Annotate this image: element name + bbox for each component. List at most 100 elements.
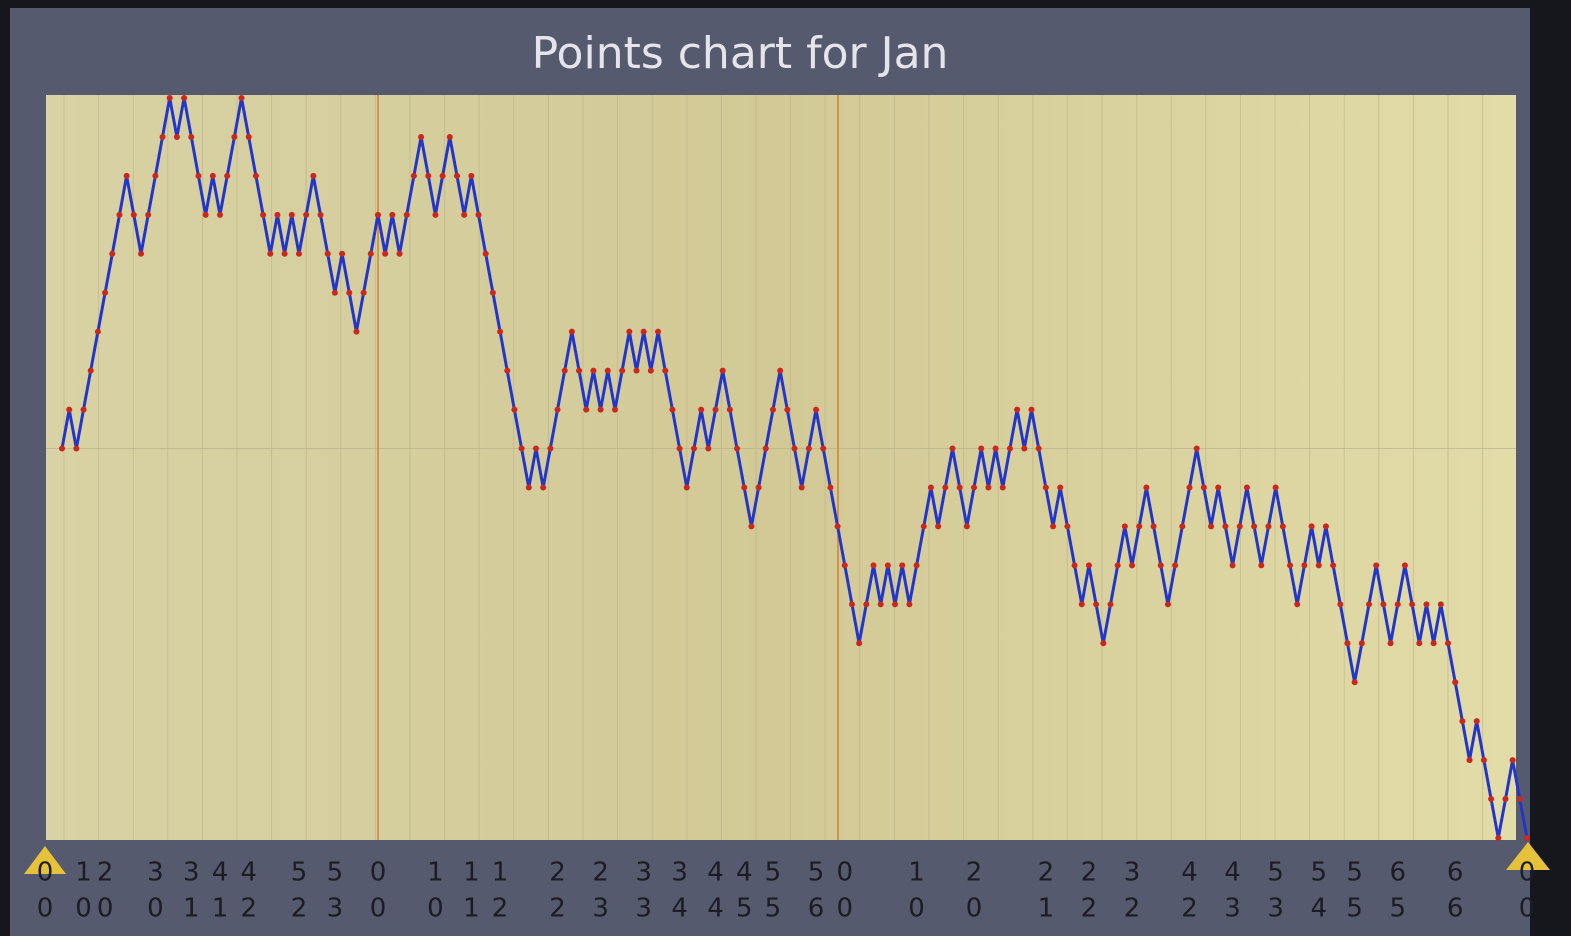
- data-point: [461, 211, 468, 218]
- x-label-top: 5: [291, 858, 308, 888]
- data-point: [719, 367, 726, 374]
- x-label-bottom: 0: [1519, 894, 1536, 924]
- data-point: [985, 484, 992, 491]
- data-point: [626, 328, 633, 335]
- data-point: [152, 172, 159, 179]
- data-point: [1042, 484, 1049, 491]
- data-point: [633, 367, 640, 374]
- data-point: [410, 172, 417, 179]
- data-point: [1265, 523, 1272, 530]
- x-label-bottom: 0: [37, 894, 54, 924]
- x-label-bottom: 2: [1081, 894, 1098, 924]
- data-point: [1445, 640, 1452, 647]
- data-point: [1423, 601, 1430, 608]
- data-point: [927, 484, 934, 491]
- x-label-top: 2: [592, 858, 609, 888]
- data-point: [791, 445, 798, 452]
- data-point: [231, 133, 238, 140]
- data-point: [116, 211, 123, 218]
- x-label-bottom: 0: [75, 894, 92, 924]
- x-label-top: 2: [549, 858, 566, 888]
- data-point: [963, 523, 970, 530]
- data-point: [597, 406, 604, 413]
- x-label-bottom: 6: [1447, 894, 1464, 924]
- x-label-top: 4: [1224, 858, 1241, 888]
- x-label-bottom: 4: [1310, 894, 1327, 924]
- data-point: [1129, 562, 1136, 569]
- data-point: [762, 445, 769, 452]
- data-point: [482, 250, 489, 257]
- x-label-top: 2: [1081, 858, 1098, 888]
- x-label-top: 1: [75, 858, 92, 888]
- x-label-top: 1: [463, 858, 480, 888]
- data-point: [1322, 523, 1329, 530]
- x-label-top: 1: [492, 858, 509, 888]
- x-label-bottom: 4: [671, 894, 688, 924]
- data-point: [181, 95, 188, 101]
- data-point: [834, 523, 841, 530]
- data-point: [439, 172, 446, 179]
- data-point: [1315, 562, 1322, 569]
- data-point: [216, 211, 223, 218]
- x-label-bottom: 0: [966, 894, 983, 924]
- data-point: [884, 562, 891, 569]
- data-point: [805, 445, 812, 452]
- data-point: [935, 523, 942, 530]
- data-point: [820, 445, 827, 452]
- data-point: [978, 445, 985, 452]
- data-point: [1301, 562, 1308, 569]
- data-point: [662, 367, 669, 374]
- x-label-top: 3: [671, 858, 688, 888]
- data-point: [568, 328, 575, 335]
- data-point: [547, 445, 554, 452]
- x-label-bottom: 5: [1346, 894, 1363, 924]
- data-point: [1014, 406, 1021, 413]
- data-point: [295, 250, 302, 257]
- x-label-top: 5: [1267, 858, 1284, 888]
- data-point: [403, 211, 410, 218]
- data-point: [1200, 484, 1207, 491]
- data-point: [863, 601, 870, 608]
- data-point: [281, 250, 288, 257]
- data-point: [1308, 523, 1315, 530]
- data-point: [382, 250, 389, 257]
- data-point: [841, 562, 848, 569]
- data-point: [1430, 640, 1437, 647]
- data-point: [1236, 523, 1243, 530]
- data-point: [73, 445, 80, 452]
- data-point: [856, 640, 863, 647]
- x-label-bottom: 3: [1224, 894, 1241, 924]
- data-point: [497, 328, 504, 335]
- x-label-top: 5: [808, 858, 825, 888]
- x-label-bottom: 3: [592, 894, 609, 924]
- data-point: [1358, 640, 1365, 647]
- data-point: [1437, 601, 1444, 608]
- x-label-bottom: 3: [327, 894, 344, 924]
- data-point: [166, 95, 173, 101]
- data-point: [1524, 835, 1530, 841]
- data-point: [1186, 484, 1193, 491]
- data-point: [238, 95, 245, 101]
- end-marker: [1506, 842, 1550, 870]
- data-point: [1050, 523, 1057, 530]
- data-point: [123, 172, 130, 179]
- data-point: [159, 133, 166, 140]
- data-point: [274, 211, 281, 218]
- data-point: [655, 328, 662, 335]
- x-label-top: 0: [370, 858, 387, 888]
- data-point: [906, 601, 913, 608]
- data-point: [195, 172, 202, 179]
- x-label-top: 2: [1038, 858, 1055, 888]
- data-point: [453, 172, 460, 179]
- data-point: [705, 445, 712, 452]
- x-label-top: 4: [707, 858, 724, 888]
- start-marker: [24, 846, 66, 874]
- data-point: [353, 328, 360, 335]
- data-point: [317, 211, 324, 218]
- data-point: [1459, 718, 1466, 725]
- data-point: [1035, 445, 1042, 452]
- data-point: [1215, 484, 1222, 491]
- x-label-bottom: 2: [1124, 894, 1141, 924]
- data-point: [1502, 796, 1509, 803]
- x-label-top: 3: [635, 858, 652, 888]
